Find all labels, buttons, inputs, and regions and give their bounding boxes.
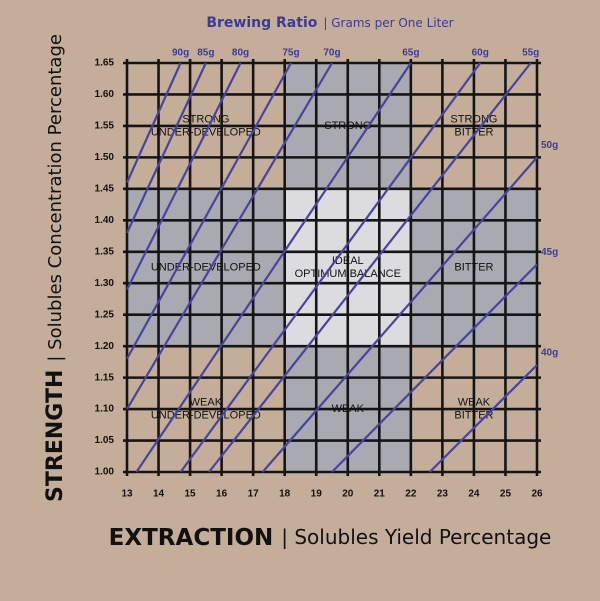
ratio-line [126, 62, 207, 234]
ratio-label: 70g [323, 48, 340, 59]
y-tick-label: 1.50 [95, 152, 115, 163]
ratio-line [331, 263, 538, 473]
y-tick-label: 1.20 [95, 341, 115, 352]
ratio-label: 75g [282, 48, 299, 59]
zone-label: BITTER [454, 261, 493, 273]
ratio-line [428, 364, 538, 473]
x-tick-label: 25 [500, 489, 512, 500]
ratio-label: 50g [541, 140, 558, 151]
y-axis-title: STRENGTH | Solubles Concentration Percent… [43, 34, 68, 502]
y-tick-label: 1.45 [95, 183, 115, 194]
ratio-label: 85g [197, 48, 214, 59]
x-tick-label: 16 [216, 489, 228, 500]
y-title-rest: | Solubles Concentration Percentage [45, 34, 66, 362]
x-tick-label: 20 [342, 489, 354, 500]
zone-label: WEAK [332, 403, 365, 415]
zone-label: WEAK [190, 396, 223, 408]
y-tick-label: 1.05 [95, 435, 115, 446]
ratio-line [179, 62, 482, 473]
title-rest: | Grams per One Liter [323, 16, 453, 30]
zone-label: STRONG [182, 113, 229, 125]
title-bold: Brewing Ratio [206, 15, 317, 31]
y-tick-label: 1.35 [95, 246, 115, 257]
ratio-line [208, 62, 532, 473]
zone-label: STRONG [450, 113, 497, 125]
ratio-line [126, 62, 242, 291]
x-axis-title: EXTRACTION | Solubles Yield Percentage [109, 525, 552, 551]
x-tick-label: 17 [248, 489, 260, 500]
zone-label: STRONG [324, 120, 371, 132]
y-tick-label: 1.65 [95, 58, 115, 69]
zone-label: UNDER-DEVELOPED [151, 409, 261, 421]
y-tick-label: 1.15 [95, 372, 115, 383]
ratio-label: 65g [402, 48, 419, 59]
ratio-line [126, 62, 292, 360]
y-tick-label: 1.40 [95, 215, 115, 226]
y-title-bold: STRENGTH [43, 370, 68, 502]
chart-title: Brewing Ratio | Grams per One Liter [206, 15, 453, 31]
ratio-line [261, 156, 538, 473]
ratio-line [126, 62, 333, 410]
ratio-label: 45g [541, 247, 558, 258]
y-tick-label: 1.10 [95, 404, 115, 415]
zone-label: IDEAL [332, 255, 364, 267]
x-title-bold: EXTRACTION [109, 525, 274, 551]
zone-label: UNDER-DEVELOPED [151, 261, 261, 273]
x-tick-label: 22 [405, 489, 417, 500]
ratio-line [125, 62, 182, 184]
x-tick-label: 18 [279, 489, 291, 500]
x-tick-label: 21 [374, 489, 386, 500]
x-tick-label: 14 [153, 489, 165, 500]
ratio-label: 55g [522, 48, 539, 59]
ratio-label: 90g [172, 48, 189, 59]
y-tick-label: 1.25 [95, 309, 115, 320]
ratio-label: 40g [541, 348, 558, 359]
x-tick-label: 26 [531, 489, 543, 500]
ratio-line [135, 62, 412, 473]
ratio-label: 60g [472, 48, 489, 59]
x-tick-label: 13 [121, 489, 133, 500]
y-tick-label: 1.00 [95, 467, 115, 478]
zone-label: OPTIMUM BALANCE [295, 268, 401, 280]
x-tick-label: 15 [185, 489, 197, 500]
x-title-rest: | Solubles Yield Percentage [281, 525, 551, 549]
y-tick-label: 1.60 [95, 89, 115, 100]
y-tick-label: 1.55 [95, 121, 115, 132]
x-tick-label: 24 [468, 489, 480, 500]
ratio-label: 80g [232, 48, 249, 59]
zone-label: BITTER [454, 126, 493, 138]
x-tick-label: 19 [311, 489, 323, 500]
zone-label: WEAK [458, 396, 491, 408]
x-tick-label: 23 [437, 489, 449, 500]
y-tick-label: 1.30 [95, 278, 115, 289]
